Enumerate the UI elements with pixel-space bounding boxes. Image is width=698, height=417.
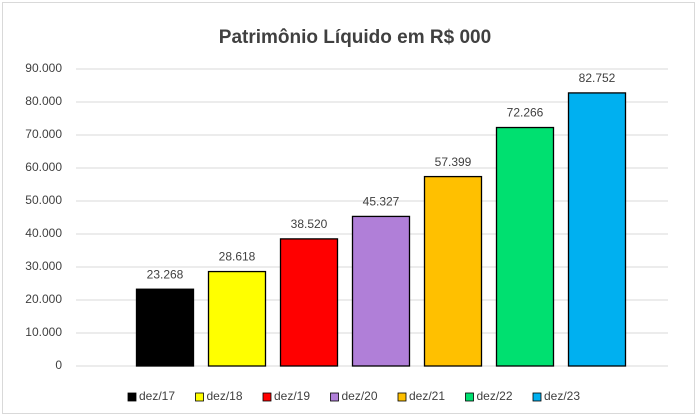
legend-label: dez/22	[477, 389, 513, 403]
bar	[279, 238, 339, 367]
bar	[567, 92, 627, 367]
legend-swatch	[127, 392, 137, 402]
data-label: 23.268	[147, 267, 184, 281]
y-tick-label: 80.000	[25, 94, 62, 108]
y-tick-label: 70.000	[25, 127, 62, 141]
legend-label: dez/19	[274, 389, 310, 403]
y-tick-label: 0	[55, 358, 62, 372]
legend-swatch	[397, 392, 407, 402]
data-label: 38.520	[291, 217, 328, 231]
y-tick-label: 20.000	[25, 292, 62, 306]
bar	[351, 215, 411, 367]
bar	[135, 288, 195, 367]
data-label: 28.618	[219, 250, 256, 264]
legend-label: dez/23	[544, 389, 580, 403]
legend-label: dez/18	[207, 389, 243, 403]
legend-swatch	[532, 392, 542, 402]
legend-swatch	[330, 392, 339, 402]
y-tick-label: 10.000	[25, 325, 62, 339]
y-tick-label: 40.000	[25, 226, 62, 240]
data-label: 57.399	[435, 155, 472, 169]
legend-label: dez/20	[342, 389, 378, 403]
chart-title: Patrimônio Líquido em R$ 000	[219, 27, 491, 48]
bar	[423, 175, 483, 367]
legend-label: dez/21	[409, 389, 445, 403]
bar	[207, 270, 267, 367]
legend-label: dez/17	[139, 389, 175, 403]
legend-swatch	[195, 392, 204, 402]
y-tick-label: 60.000	[25, 160, 62, 174]
y-tick-label: 90.000	[25, 61, 62, 75]
legend-swatch	[262, 392, 272, 402]
data-label: 45.327	[363, 195, 400, 209]
data-label: 72.266	[507, 106, 544, 120]
y-tick-label: 50.000	[25, 193, 62, 207]
legend-swatch	[465, 392, 474, 402]
data-label: 82.752	[579, 71, 616, 85]
y-tick-label: 30.000	[25, 259, 62, 273]
bar	[495, 126, 555, 367]
